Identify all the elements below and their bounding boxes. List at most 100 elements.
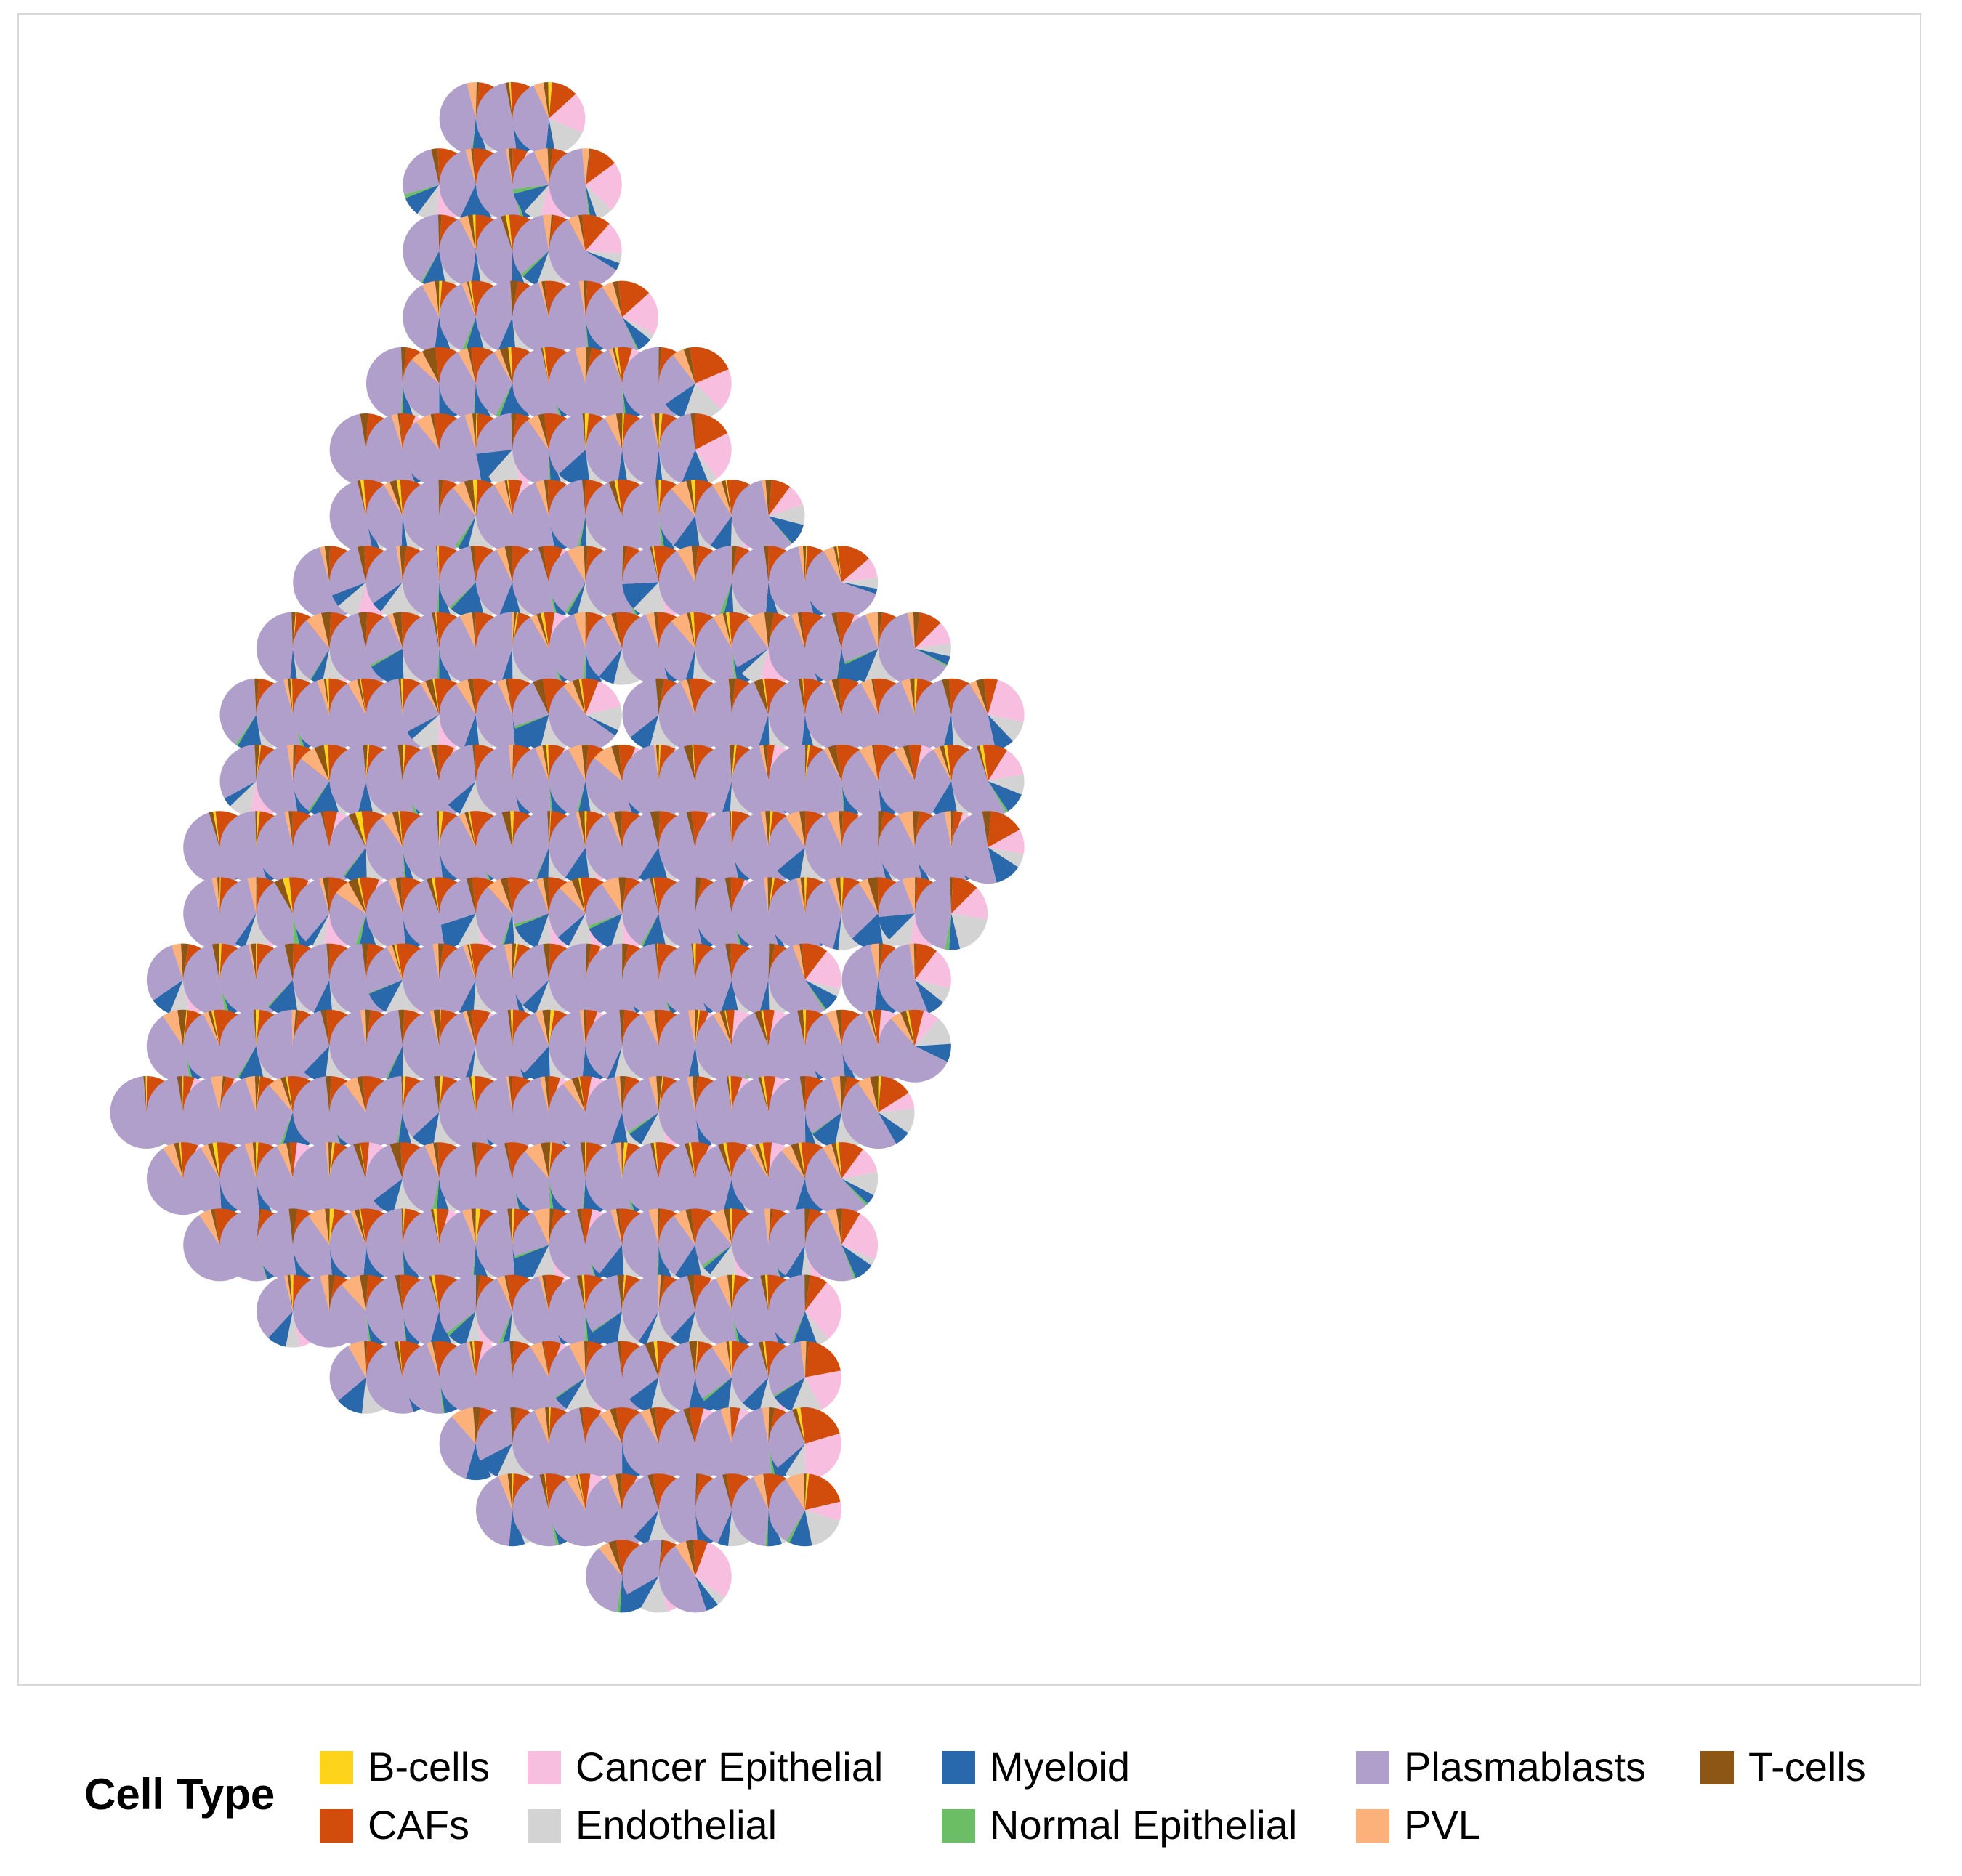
slice-endothelial bbox=[417, 185, 440, 222]
slice-endothelial bbox=[645, 1311, 678, 1348]
slice-t-cells bbox=[543, 877, 549, 914]
slice-b-cells bbox=[475, 1208, 481, 1245]
slice-t-cells bbox=[940, 745, 952, 781]
slice-cafs bbox=[618, 347, 633, 384]
slice-plasmablasts bbox=[366, 1208, 403, 1282]
slice-normal-epithelial bbox=[588, 913, 623, 929]
slice-pvl bbox=[594, 746, 623, 781]
slice-t-cells bbox=[438, 943, 444, 980]
slice-plasmablasts bbox=[622, 546, 659, 584]
slice-plasmablasts bbox=[219, 878, 257, 944]
slice-cancer-epithelial bbox=[585, 223, 622, 254]
legend-label: CAFs bbox=[368, 1802, 469, 1848]
slice-plasmablasts bbox=[219, 678, 257, 745]
slice-endothelial bbox=[683, 383, 721, 420]
slice-pvl bbox=[559, 880, 586, 914]
slice-pvl bbox=[543, 214, 552, 251]
slice-t-cells bbox=[321, 612, 331, 649]
slice-plasmablasts bbox=[732, 546, 769, 619]
slice-b-cells bbox=[286, 1076, 293, 1112]
slice-pvl bbox=[381, 812, 403, 848]
slice-plasmablasts bbox=[695, 745, 732, 816]
slice-cafs bbox=[543, 546, 563, 583]
slice-t-cells bbox=[683, 347, 695, 384]
slice-t-cells bbox=[353, 1143, 366, 1179]
slice-plasmablasts bbox=[768, 1479, 805, 1542]
slice-endothelial bbox=[566, 1377, 599, 1414]
slice-endothelial bbox=[488, 450, 520, 487]
slice-t-cells bbox=[401, 1208, 403, 1245]
slice-plasmablasts bbox=[256, 745, 299, 818]
slice-plasmablasts bbox=[658, 1473, 698, 1547]
slice-plasmablasts bbox=[329, 1212, 366, 1282]
slice-b-cells bbox=[796, 1407, 805, 1444]
slice-t-cells bbox=[571, 1076, 586, 1112]
slice-t-cells bbox=[467, 281, 476, 318]
slice-myeloid bbox=[721, 781, 732, 817]
slice-endothelial bbox=[230, 781, 257, 817]
slice-t-cells bbox=[913, 943, 916, 980]
slice-normal-epithelial bbox=[235, 714, 257, 746]
slice-myeloid bbox=[558, 450, 590, 487]
slice-t-cells bbox=[658, 1208, 661, 1245]
slice-plasmablasts bbox=[512, 1151, 550, 1216]
slice-cafs bbox=[323, 811, 338, 848]
slice-myeloid bbox=[358, 913, 377, 950]
slice-plasmablasts bbox=[732, 1476, 769, 1547]
legend-title: Cell Type bbox=[84, 1770, 275, 1819]
slice-pvl bbox=[320, 1274, 330, 1311]
slice-myeloid bbox=[684, 648, 695, 685]
slice-b-cells bbox=[804, 546, 807, 583]
slice-cancer-epithelial bbox=[695, 433, 732, 479]
slice-cafs bbox=[872, 1009, 881, 1046]
slice-pvl bbox=[720, 1407, 732, 1444]
slice-cafs bbox=[399, 413, 416, 450]
slice-t-cells bbox=[831, 612, 842, 649]
slice-endothelial bbox=[695, 1576, 725, 1605]
slice-t-cells bbox=[791, 1142, 805, 1179]
slice-t-cells bbox=[687, 1274, 695, 1311]
slice-pvl bbox=[535, 745, 549, 781]
slice-b-cells bbox=[402, 1208, 405, 1245]
slice-normal-epithelial bbox=[435, 582, 440, 619]
slice-t-cells bbox=[910, 678, 915, 715]
slice-t-cells bbox=[328, 1274, 335, 1311]
legend-label: Plasmablasts bbox=[1404, 1744, 1647, 1790]
slice-t-cells bbox=[392, 811, 403, 848]
slice-normal-epithelial bbox=[565, 582, 586, 614]
slice-t-cells bbox=[611, 745, 623, 781]
slice-myeloid bbox=[768, 516, 804, 544]
slice-b-cells bbox=[255, 1009, 259, 1046]
slice-t-cells bbox=[647, 1473, 659, 1511]
slice-pvl bbox=[653, 745, 659, 781]
slice-plasmablasts bbox=[403, 683, 440, 732]
slice-plasmablasts bbox=[366, 347, 403, 420]
slice-b-cells bbox=[768, 811, 773, 848]
slice-b-cells bbox=[544, 1473, 549, 1511]
slice-myeloid bbox=[622, 317, 651, 350]
slice-myeloid bbox=[578, 516, 587, 553]
slice-t-cells bbox=[689, 1341, 698, 1378]
slice-t-cells bbox=[360, 1274, 368, 1311]
slice-t-cells bbox=[727, 1274, 732, 1311]
slice-myeloid bbox=[665, 383, 695, 419]
slice-t-cells bbox=[583, 280, 587, 318]
slice-endothelial bbox=[568, 913, 592, 950]
slice-plasmablasts bbox=[732, 877, 780, 950]
slice-pvl bbox=[163, 1010, 183, 1046]
slice-t-cells bbox=[831, 1142, 842, 1179]
slice-t-cells bbox=[913, 612, 920, 649]
slice-endothelial bbox=[385, 979, 419, 1016]
slice-pvl bbox=[798, 546, 805, 583]
slice-cancer-epithelial bbox=[695, 1542, 732, 1598]
slice-t-cells bbox=[288, 811, 293, 848]
slice-t-cells bbox=[467, 1010, 476, 1046]
slice-myeloid bbox=[331, 582, 366, 606]
slice-t-cells bbox=[650, 546, 659, 583]
slice-plasmablasts bbox=[329, 480, 373, 553]
slice-t-cells bbox=[690, 413, 695, 450]
slice-plasmablasts bbox=[512, 811, 549, 881]
slice-plasmablasts bbox=[329, 546, 366, 596]
legend-label: Endothelial bbox=[576, 1802, 778, 1848]
slice-b-cells bbox=[759, 1142, 769, 1179]
